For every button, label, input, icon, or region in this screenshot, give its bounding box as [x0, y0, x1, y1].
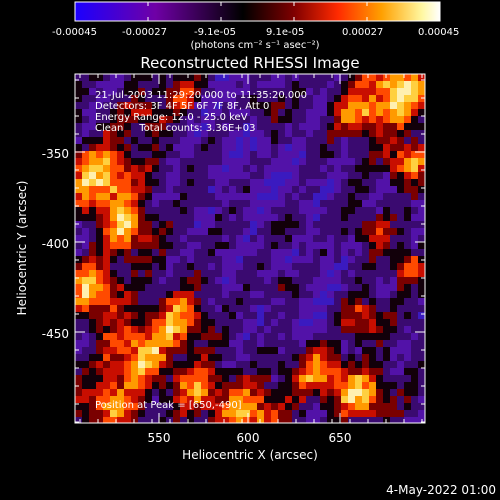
energy-range-text: Energy Range: 12.0 - 25.0 keV [95, 112, 248, 123]
y-axis-label: Heliocentric Y (arcsec) [15, 181, 29, 316]
colorbar-tick-label: 0.00027 [342, 27, 383, 38]
colorbar: -0.00045 -0.00027 -9.1e-05 9.1e-05 0.000… [52, 1, 459, 51]
x-tick-label: 650 [329, 431, 352, 445]
y-tick-label: -350 [42, 147, 69, 161]
clean-counts-text: Clean Total counts: 3.36E+03 [95, 123, 255, 134]
colorbar-tick-label: -9.1e-05 [194, 27, 236, 38]
peak-position-text: Position at Peak = [650,-490] [95, 400, 242, 411]
time-range-text: 21-Jul-2003 11:29:20.000 to 11:35:20.000 [95, 90, 307, 101]
plot-title: Reconstructed RHESSI Image [140, 54, 359, 72]
x-tick-label: 600 [237, 431, 260, 445]
plot-frame [74, 73, 426, 424]
colorbar-units-label: (photons cm⁻² s⁻¹ asec⁻²) [190, 40, 319, 51]
x-tick-label: 550 [148, 431, 171, 445]
colorbar-tick-label: 9.1e-05 [266, 27, 304, 38]
footer-timestamp: 4-May-2022 01:00 [386, 483, 496, 497]
colorbar-ticks [74, 2, 441, 21]
y-tick-label: -450 [42, 327, 69, 341]
detectors-text: Detectors: 3F 4F 5F 6F 7F 8F, Att 0 [95, 101, 269, 112]
axis-ticks [75, 74, 425, 423]
colorbar-tick-label: -0.00045 [52, 27, 97, 38]
y-tick-label: -400 [42, 237, 69, 251]
colorbar-tick-label: -0.00027 [122, 27, 167, 38]
rhessi-image [75, 74, 425, 423]
colorbar-gradient [74, 1, 441, 22]
colorbar-tick-label: 0.00045 [418, 27, 459, 38]
x-axis-label: Heliocentric X (arcsec) [182, 448, 318, 462]
